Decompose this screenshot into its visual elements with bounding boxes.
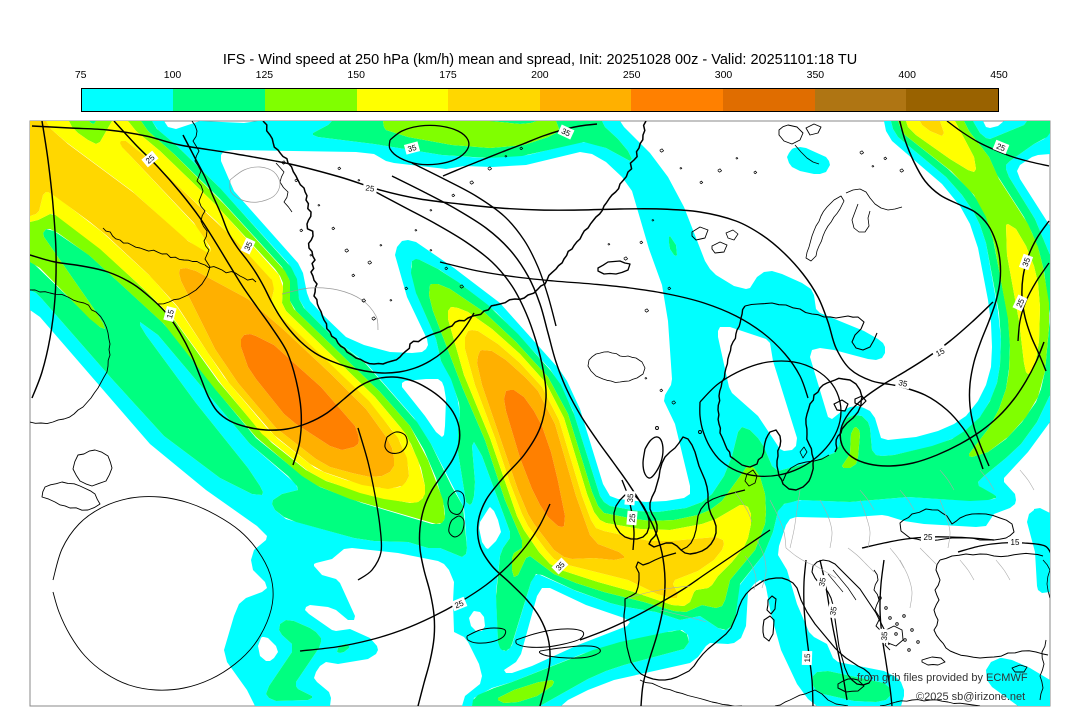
svg-text:35: 35 — [242, 240, 254, 252]
svg-text:15: 15 — [165, 308, 176, 319]
svg-text:35: 35 — [828, 605, 839, 616]
svg-text:35: 35 — [560, 126, 572, 138]
svg-text:15: 15 — [803, 653, 812, 663]
svg-text:25: 25 — [453, 598, 465, 610]
svg-text:25: 25 — [628, 513, 638, 523]
svg-text:35: 35 — [898, 378, 909, 389]
svg-text:35: 35 — [817, 576, 828, 587]
svg-text:15: 15 — [1011, 538, 1020, 547]
svg-text:25: 25 — [995, 142, 1007, 154]
svg-text:35: 35 — [880, 631, 890, 641]
svg-text:35: 35 — [407, 143, 418, 154]
svg-text:35: 35 — [626, 493, 636, 503]
svg-text:35: 35 — [1021, 256, 1033, 268]
svg-text:25: 25 — [365, 183, 376, 193]
svg-text:25: 25 — [924, 533, 933, 542]
svg-text:25: 25 — [1014, 297, 1026, 309]
